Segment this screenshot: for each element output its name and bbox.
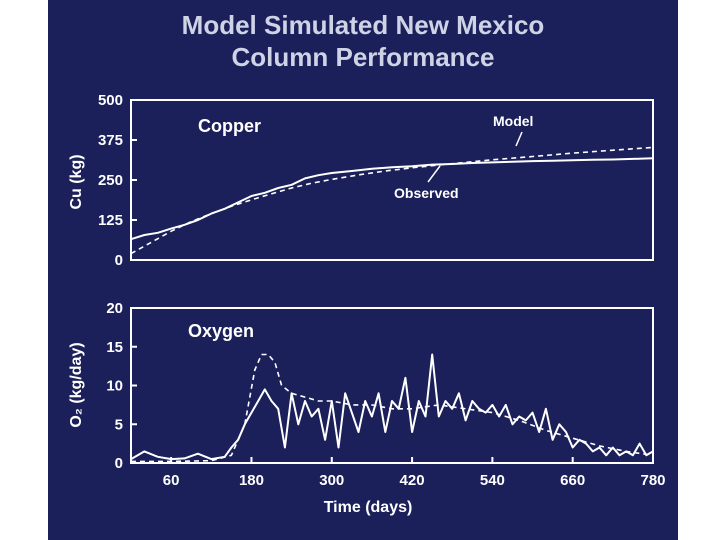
oxygen-x-tick-label: 60 bbox=[163, 472, 180, 489]
oxygen-y-tick-label: 0 bbox=[115, 455, 123, 472]
copper-chart: 0 125 250 375 500 Copper Cu (kg) Model Obser… bbox=[68, 92, 654, 269]
copper-y-axis-label: Cu (kg) bbox=[68, 154, 85, 209]
copper-y-tick-label: 375 bbox=[98, 132, 123, 149]
oxygen-y-ticks: 0 5 10 15 20 bbox=[106, 300, 137, 472]
copper-y-tick-label: 0 bbox=[115, 252, 123, 269]
oxygen-x-tick-label: 780 bbox=[640, 472, 665, 489]
oxygen-x-tick-label: 420 bbox=[400, 472, 425, 489]
oxygen-x-tick-label: 540 bbox=[480, 472, 505, 489]
observed-annotation: Observed bbox=[394, 185, 459, 201]
observed-annotation-pointer bbox=[427, 165, 441, 183]
copper-lines bbox=[130, 146, 654, 255]
model-annotation: Model bbox=[493, 113, 533, 129]
oxygen-y-axis-label: O₂ (kg/day) bbox=[68, 342, 85, 427]
slide-title-line-1: Model Simulated New Mexico bbox=[181, 10, 545, 40]
oxygen-y-tick-label: 10 bbox=[106, 378, 123, 395]
oxygen-y-tick-label: 15 bbox=[106, 339, 123, 356]
oxygen-y-tick-label: 20 bbox=[106, 300, 123, 317]
charts-svg: 0 125 250 375 500 Copper Cu (kg) Model Obser… bbox=[68, 92, 666, 516]
oxygen-panel-title: Oxygen bbox=[188, 321, 254, 341]
copper-y-tick-label: 500 bbox=[98, 92, 123, 109]
oxygen-observed-line bbox=[130, 353, 654, 461]
oxygen-x-tick-label: 300 bbox=[319, 472, 344, 489]
oxygen-model-line bbox=[131, 353, 654, 463]
copper-y-ticks: 0 125 250 375 500 bbox=[98, 92, 137, 269]
copper-panel-title: Copper bbox=[198, 116, 261, 136]
copper-y-tick-label: 125 bbox=[98, 212, 123, 229]
oxygen-x-ticks: 60 180 300 420 540 660 780 bbox=[163, 457, 666, 489]
slide: Model Simulated New Mexico Column Perfor… bbox=[48, 0, 678, 540]
copper-observed-line bbox=[130, 157, 654, 241]
copper-model-line bbox=[130, 146, 654, 255]
oxygen-chart: 0 5 10 15 20 60 180 300 420 540 660 780 Oxygen O₂ … bbox=[68, 300, 666, 516]
oxygen-x-tick-label: 660 bbox=[560, 472, 585, 489]
oxygen-y-tick-label: 5 bbox=[115, 416, 123, 433]
oxygen-x-tick-label: 180 bbox=[239, 472, 264, 489]
slide-title-line-2: Column Performance bbox=[231, 42, 495, 72]
oxygen-lines bbox=[130, 353, 654, 463]
copper-y-tick-label: 250 bbox=[98, 172, 123, 189]
oxygen-x-axis-label: Time (days) bbox=[324, 499, 413, 516]
model-annotation-pointer bbox=[515, 131, 523, 147]
